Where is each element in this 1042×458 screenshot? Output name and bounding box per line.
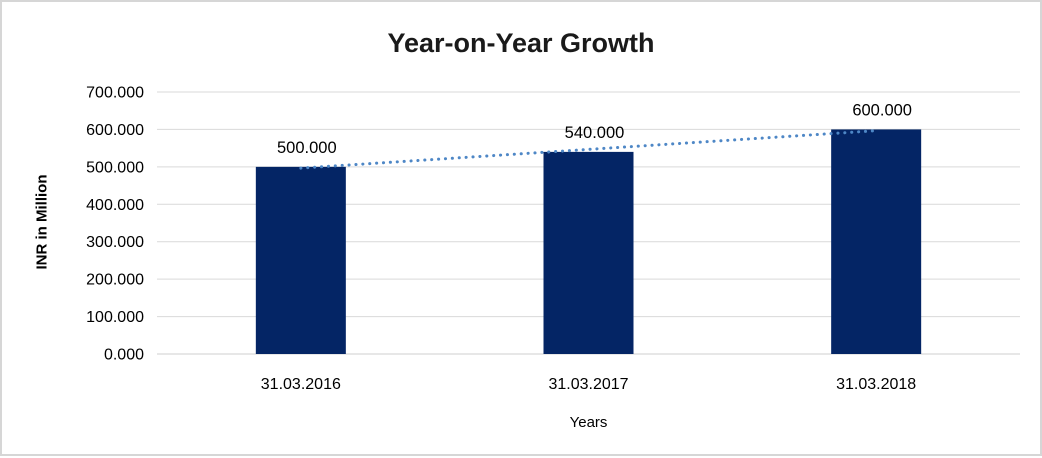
bar-31.03.2018: [831, 129, 922, 354]
y-tick-label: 600.000: [86, 122, 144, 139]
y-tick-label: 500.000: [86, 159, 144, 176]
bar-31.03.2017: [543, 151, 634, 354]
bar-value-label: 600.000: [852, 101, 912, 119]
chart-title: Year-on-Year Growth: [387, 28, 655, 58]
bar-value-label: 500.000: [277, 139, 337, 157]
y-tick-label: 300.000: [86, 234, 144, 251]
x-axis-title: Years: [569, 414, 608, 431]
y-tick-label: 0.000: [104, 347, 144, 364]
y-tick-label: 200.000: [86, 272, 144, 289]
x-tick-label: 31.03.2018: [836, 376, 916, 393]
bar-31.03.2016: [255, 166, 346, 354]
x-tick-label: 31.03.2016: [261, 376, 341, 393]
y-tick-label: 400.000: [86, 197, 144, 214]
y-tick-label: 100.000: [86, 309, 144, 326]
trendline: [299, 129, 878, 170]
y-tick-label: 700.000: [86, 85, 144, 102]
x-tick-label: 31.03.2017: [548, 376, 628, 393]
bar-value-label: 540.000: [565, 124, 625, 142]
